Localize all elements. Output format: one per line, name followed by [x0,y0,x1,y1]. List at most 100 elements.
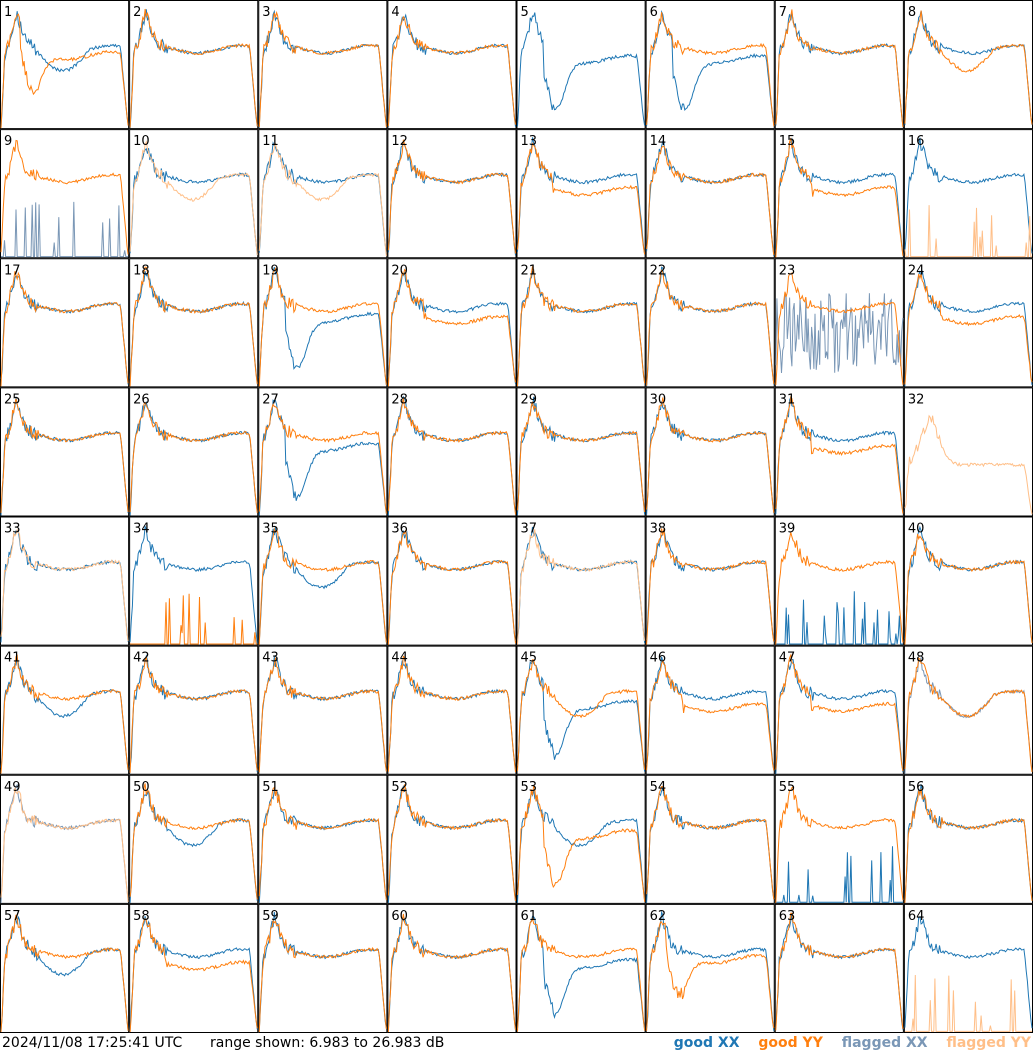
panel-frame [645,129,775,259]
series-xx [775,137,904,255]
panel-label: 26 [133,392,150,407]
panel-26: 26 [129,387,259,517]
panel-21: 21 [516,258,646,388]
series-yy [775,271,904,386]
panel-label: 38 [650,522,667,537]
series-yy [129,917,258,1033]
panel-3: 3 [258,0,388,130]
panel-label: 63 [779,909,796,924]
series-yy [129,140,258,256]
panel-frame [258,129,388,259]
series-yy [0,139,129,255]
panel-label: 12 [391,134,408,149]
series-yy [0,398,129,513]
panel-25: 25 [0,387,130,517]
panel-label: 37 [521,522,538,537]
panel-11: 11 [258,129,388,259]
series-yy [517,659,646,771]
panel-label: 48 [908,651,925,666]
panel-label: 17 [4,263,21,278]
series-yy [904,273,1033,385]
panel-frame [387,774,517,904]
panel-frame [774,516,904,646]
panel-60: 60 [387,903,517,1033]
series-yy [517,401,646,513]
panel-label: 11 [262,134,279,149]
panel-55: 55 [774,774,904,904]
series-xx [646,910,775,1031]
panel-label: 19 [262,263,279,278]
series-yy [646,145,775,256]
panel-frame [516,258,646,388]
series-yy [517,785,646,902]
panel-frame [903,774,1033,904]
panel-40: 40 [903,516,1033,646]
panel-38: 38 [645,516,775,646]
panel-frame [645,774,775,904]
panel-44: 44 [387,645,517,775]
series-yy [258,10,387,128]
panel-frame [258,774,388,904]
panel-28: 28 [387,387,517,517]
legend-good-xx: good XX [673,1035,740,1051]
series-yy [775,532,904,645]
panel-label: 61 [521,909,538,924]
panel-36: 36 [387,516,517,646]
panel-label: 28 [391,392,408,407]
series-xx [0,11,129,129]
panel-label: 59 [262,909,279,924]
panel-frame [516,387,646,517]
panel-label: 7 [779,5,787,20]
panel-13: 13 [516,129,646,259]
panel-frame [129,258,259,388]
panel-18: 18 [129,258,259,388]
panel-label: 33 [4,522,21,537]
series-yy [517,142,646,255]
panel-label: 1 [4,5,12,20]
series-yy [0,914,129,1033]
series-yy [904,788,1033,903]
panel-frame [516,129,646,259]
panel-frame [645,903,775,1033]
panel-frame [0,903,130,1033]
panel-14: 14 [645,129,775,259]
panel-47: 47 [774,645,904,775]
footer: 2024/11/08 17:25:41 UTC range shown: 6.9… [0,1033,1033,1053]
series-xx [387,917,516,1031]
panel-label: 8 [908,5,916,20]
panel-frame [774,387,904,517]
panel-frame [129,903,259,1033]
panel-24: 24 [903,258,1033,388]
panel-label: 3 [262,5,270,20]
panel-frame [129,0,259,130]
panel-label: 52 [391,780,408,795]
series-yy [387,268,516,387]
panel-22: 22 [645,258,775,388]
series-yy [646,921,775,1031]
panel-46: 46 [645,645,775,775]
series-yy [258,142,387,256]
series-yy [129,656,258,773]
panel-label: 53 [521,780,538,795]
panel-frame [258,387,388,517]
panel-27: 27 [258,387,388,517]
panel-label: 10 [133,134,150,149]
panel-frame [0,0,130,130]
series-yy [129,266,258,387]
panel-35: 35 [258,516,388,646]
panel-label: 25 [4,392,21,407]
series-yy [129,783,258,900]
panel-label: 4 [391,5,399,20]
series-yy [258,403,387,514]
series-yy [904,974,1032,1032]
panel-label: 6 [650,5,658,20]
panel-62: 62 [645,903,775,1033]
panel-frame [645,387,775,517]
panel-32: 32 [903,387,1033,517]
panel-frame [258,516,388,646]
panel-frame [516,774,646,904]
series-xx [387,13,516,128]
panel-43: 43 [258,645,388,775]
panel-label: 16 [908,134,925,149]
panel-frame [516,903,646,1033]
